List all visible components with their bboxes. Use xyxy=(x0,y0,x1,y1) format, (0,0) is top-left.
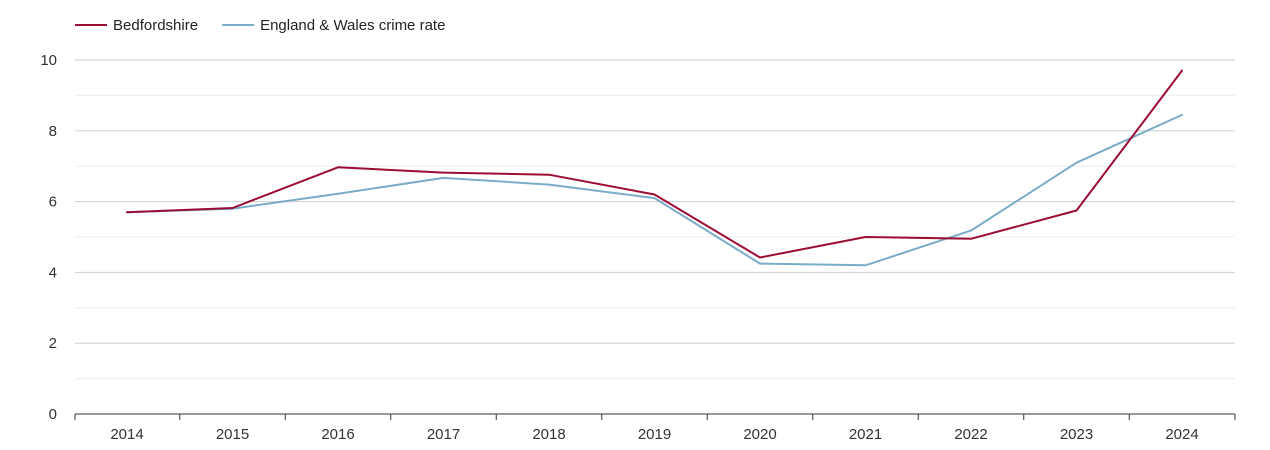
legend-label: England & Wales crime rate xyxy=(260,17,445,34)
legend-label: Bedfordshire xyxy=(113,17,198,34)
y-tick-label: 4 xyxy=(49,264,57,281)
y-tick-label: 0 xyxy=(49,406,57,423)
legend: Bedfordshire England & Wales crime rate xyxy=(75,17,445,34)
x-tick-label: 2020 xyxy=(743,426,776,443)
y-axis: 0 2 4 6 8 10 xyxy=(40,52,57,423)
gridlines xyxy=(75,59,1235,380)
series-line-2 xyxy=(126,113,1183,267)
x-tick-label: 2021 xyxy=(849,426,882,443)
x-tick-label: 2016 xyxy=(321,426,354,443)
x-tick-label: 2015 xyxy=(216,426,249,443)
series-group xyxy=(126,69,1183,267)
x-tick-label: 2017 xyxy=(427,426,460,443)
y-tick-label: 8 xyxy=(49,123,57,140)
series-line-1 xyxy=(126,69,1183,259)
x-tick-label: 2019 xyxy=(638,426,671,443)
y-tick-label: 6 xyxy=(49,194,57,211)
x-axis: 2014 2015 2016 2017 2018 2019 2020 2021 2022 2023… xyxy=(74,413,1236,443)
x-tick-label: 2022 xyxy=(954,426,987,443)
y-tick-label: 2 xyxy=(49,335,57,352)
y-tick-label: 10 xyxy=(40,52,57,69)
x-tick-label: 2018 xyxy=(532,426,565,443)
x-tick-label: 2023 xyxy=(1060,426,1093,443)
x-tick-label: 2014 xyxy=(110,426,143,443)
x-tick-label: 2024 xyxy=(1165,426,1198,443)
